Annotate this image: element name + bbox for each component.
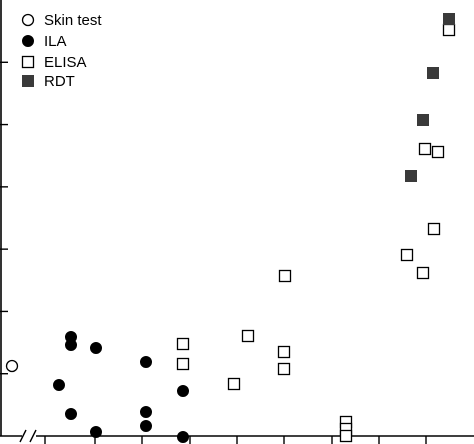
rdt-point-2 (417, 114, 429, 126)
ila-point-10 (177, 385, 189, 397)
ila-point-8 (140, 406, 152, 418)
elisa-point-6 (277, 362, 291, 376)
legend-item-ila: ILA (22, 33, 67, 50)
elisa-point-1 (176, 337, 190, 351)
ila-point-7 (140, 356, 152, 368)
axis-break-gap (22, 434, 36, 440)
elisa-point-7 (278, 269, 292, 283)
rdt-point-4 (443, 13, 455, 25)
elisa-point-10 (339, 429, 353, 443)
series-skin-test (5, 359, 19, 373)
legend-marker-3 (21, 55, 35, 69)
elisa-point-11 (400, 248, 414, 262)
skin-test-point-1 (5, 359, 19, 373)
ila-point-6 (90, 426, 102, 438)
axis-break-slash-2 (29, 429, 37, 443)
rdt-point-1 (405, 170, 417, 182)
elisa-point-13 (427, 222, 441, 236)
ila-point-5 (65, 408, 77, 420)
legend-label-1: Skin test (44, 12, 102, 29)
legend-marker-4 (22, 75, 34, 87)
elisa-point-12 (416, 266, 430, 280)
ila-point-4 (90, 342, 102, 354)
legend-item-rdt: RDT (22, 73, 75, 90)
elisa-point-16 (442, 23, 456, 37)
legend-label-3: ELISA (44, 54, 87, 71)
legend-label-4: RDT (44, 73, 75, 90)
ila-point-1 (53, 379, 65, 391)
chart-marks (5, 13, 456, 443)
legend: Skin test ILA ELISA RDT (21, 12, 102, 90)
legend-marker-2 (22, 35, 34, 47)
series-ila (53, 331, 189, 443)
series-rdt (405, 13, 455, 182)
axis-break-slash-1 (19, 429, 27, 443)
series-elisa (176, 23, 456, 443)
x-axis-break (19, 429, 37, 443)
legend-marker-1 (21, 13, 35, 27)
legend-item-elisa: ELISA (21, 54, 87, 71)
elisa-point-15 (431, 145, 445, 159)
ila-point-9 (140, 420, 152, 432)
legend-label-2: ILA (44, 33, 67, 50)
elisa-point-14 (418, 142, 432, 156)
elisa-point-3 (227, 377, 241, 391)
ila-point-11 (177, 431, 189, 443)
elisa-point-2 (176, 357, 190, 371)
elisa-point-4 (241, 329, 255, 343)
legend-item-skin-test: Skin test (21, 12, 102, 29)
rdt-point-3 (427, 67, 439, 79)
elisa-point-5 (277, 345, 291, 359)
ila-point-3 (65, 339, 77, 351)
